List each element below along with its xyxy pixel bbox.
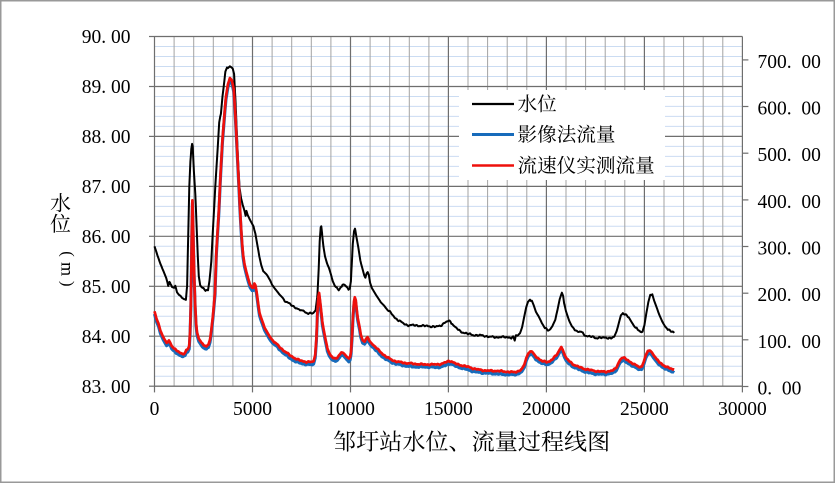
svg-text:84. 00: 84. 00 (82, 327, 131, 348)
svg-text:20000: 20000 (522, 399, 571, 420)
svg-text:88. 00: 88. 00 (82, 127, 131, 148)
svg-text:90. 00: 90. 00 (82, 27, 131, 48)
svg-text:m: m (58, 262, 78, 276)
svg-text:30000: 30000 (718, 399, 767, 420)
svg-text:500. 00: 500. 00 (758, 145, 821, 166)
svg-text:25000: 25000 (620, 399, 669, 420)
svg-text:87. 00: 87. 00 (82, 177, 131, 198)
svg-text:86. 00: 86. 00 (82, 227, 131, 248)
svg-text:200. 00: 200. 00 (758, 285, 821, 306)
svg-text:400. 00: 400. 00 (758, 192, 821, 213)
svg-text:300. 00: 300. 00 (758, 239, 821, 260)
svg-text:0. 00: 0. 00 (758, 379, 802, 400)
svg-text:89. 00: 89. 00 (82, 77, 131, 98)
svg-text:83. 00: 83. 00 (82, 377, 131, 398)
svg-text:15000: 15000 (424, 399, 473, 420)
svg-text:10000: 10000 (326, 399, 375, 420)
svg-text:700. 00: 700. 00 (758, 52, 821, 73)
svg-text:0: 0 (150, 399, 160, 420)
svg-text:600. 00: 600. 00 (758, 99, 821, 120)
svg-text:(: ( (59, 251, 78, 257)
svg-text:100. 00: 100. 00 (758, 332, 821, 353)
svg-text:5000: 5000 (233, 399, 272, 420)
svg-text:): ) (59, 281, 78, 287)
svg-text:85. 00: 85. 00 (82, 277, 131, 298)
